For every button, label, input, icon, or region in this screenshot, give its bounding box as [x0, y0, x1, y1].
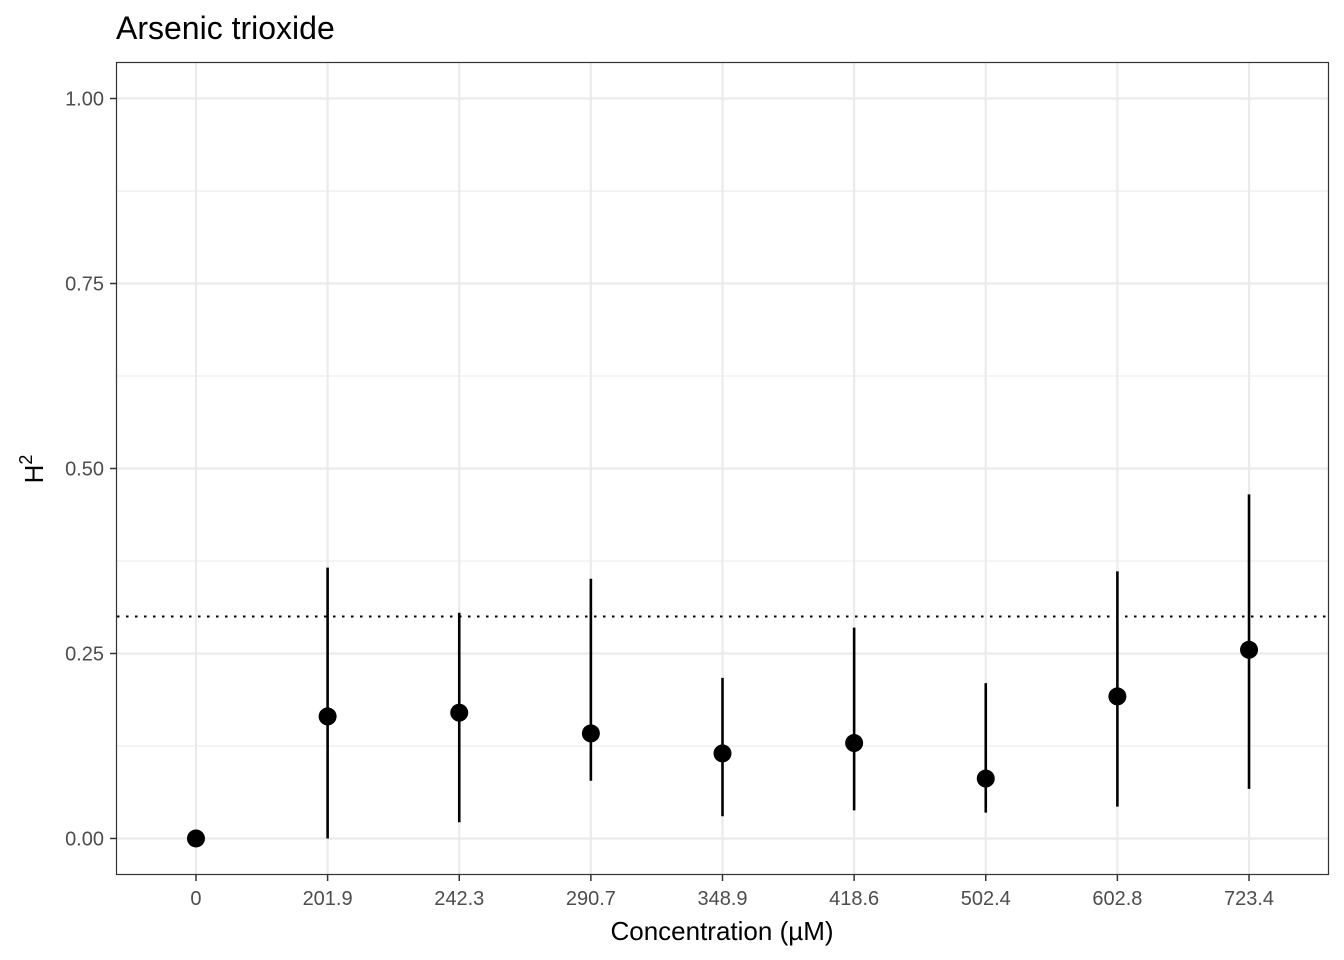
y-tick-label: 1.00 — [65, 89, 104, 111]
x-tick-label: 602.8 — [1092, 888, 1142, 910]
x-tick-label: 502.4 — [961, 888, 1011, 910]
y-axis-title-superscript: 2 — [16, 455, 36, 465]
chart-title: Arsenic trioxide — [116, 10, 335, 46]
data-point — [581, 724, 600, 743]
data-layer — [186, 494, 1259, 848]
y-tick-label: 0.00 — [65, 828, 104, 850]
y-axis-title: H2 — [16, 455, 49, 484]
y-tick-label: 0.25 — [65, 643, 104, 665]
axis-layer: 0.00 0.25 0.50 0.75 1.00 0 201.9 242.3 290.7 348.… — [65, 89, 1274, 910]
data-point — [976, 769, 995, 788]
x-tick-label: 242.3 — [434, 888, 484, 910]
x-tick-label: 418.6 — [829, 888, 879, 910]
x-tick-label: 201.9 — [303, 888, 353, 910]
data-point — [1240, 640, 1259, 659]
data-point — [318, 707, 337, 726]
x-tick-label: 348.9 — [697, 888, 747, 910]
y-axis-title-main: H — [19, 465, 49, 484]
data-point — [450, 703, 469, 722]
x-tick-label: 0 — [190, 888, 201, 910]
data-point — [713, 744, 732, 763]
data-point — [1108, 687, 1127, 706]
x-tick-label: 290.7 — [566, 888, 616, 910]
y-tick-label: 0.50 — [65, 459, 104, 481]
y-tick-label: 0.75 — [65, 274, 104, 296]
data-point — [845, 734, 864, 753]
x-tick-label: 723.4 — [1224, 888, 1274, 910]
x-axis-title: Concentration (µM) — [610, 916, 833, 946]
data-point — [186, 829, 205, 848]
